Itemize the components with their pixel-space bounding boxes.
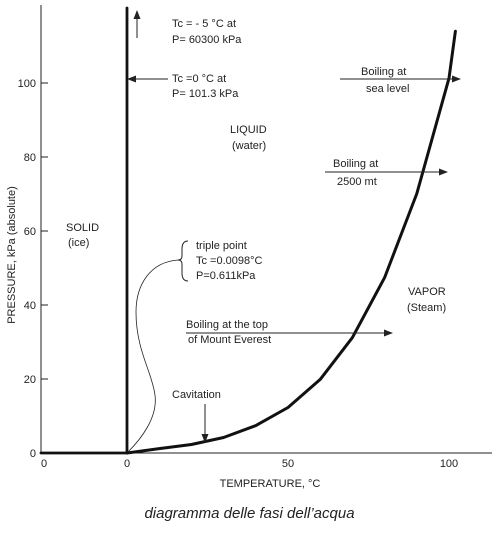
arrowhead-boiling-2500 (439, 168, 448, 176)
annotation-boiling-sea-line2: sea level (366, 83, 409, 95)
y-tick-label: 80 (24, 152, 36, 164)
annotation-everest-line1: Boiling at the top (186, 319, 268, 331)
region-solid-label: SOLID (66, 222, 99, 234)
annotation-tc0-line2: P= 101.3 kPa (172, 88, 239, 100)
region-liquid-sublabel: (water) (232, 140, 266, 152)
arrowhead-boiling-sea (452, 75, 461, 83)
annotation-boiling-sea-line1: Boiling at (361, 66, 406, 78)
annotation-triple-line2: Tc =0.0098°C (196, 255, 263, 267)
triple-point-leader (127, 259, 179, 453)
annotation-boiling-2500-line2: 2500 mt (337, 176, 377, 188)
triple-point-brace (177, 240, 189, 282)
y-tick-label: 100 (18, 78, 36, 90)
x-axis-title: TEMPERATURE, °C (220, 478, 321, 490)
y-tick-label: 60 (24, 226, 36, 238)
annotation-cavitation: Cavitation (172, 389, 221, 401)
arrowhead-tc0 (127, 75, 136, 83)
annotation-tc-minus5-line1: Tc = - 5 °C at (172, 18, 236, 30)
annotation-boiling-2500-line1: Boiling at (333, 158, 378, 170)
y-tick-label: 0 (30, 448, 36, 460)
annotation-tc-minus5-line2: P= 60300 kPa (172, 34, 242, 46)
region-vapor-sublabel: (Steam) (407, 302, 446, 314)
figure-caption: diagramma delle fasi dell’acqua (144, 505, 355, 522)
x-tick-label: 0 (41, 458, 47, 470)
vaporization-curve (125, 29, 457, 455)
x-tick-label: 0 (124, 458, 130, 470)
arrowhead-cavitation (201, 434, 209, 443)
arrowhead-tc-minus5 (133, 10, 141, 19)
x-tick-label: 100 (440, 458, 458, 470)
annotation-everest-line2: of Mount Everest (188, 334, 271, 346)
y-tick-label: 40 (24, 300, 36, 312)
region-vapor-label: VAPOR (408, 286, 446, 298)
y-axis-title: PRESSURE, kPa (absolute) (6, 186, 18, 324)
region-solid-sublabel: (ice) (68, 237, 89, 249)
y-tick-label: 20 (24, 374, 36, 386)
annotation-tc0-line1: Tc =0 °C at (172, 73, 226, 85)
arrowhead-everest (384, 329, 393, 337)
annotation-triple-line1: triple point (196, 240, 247, 252)
phase-boundaries (39, 6, 457, 455)
axis-ticks (41, 82, 48, 454)
annotation-triple-line3: P=0.611kPa (196, 270, 256, 282)
x-tick-label: 50 (282, 458, 294, 470)
region-liquid-label: LIQUID (230, 124, 267, 136)
